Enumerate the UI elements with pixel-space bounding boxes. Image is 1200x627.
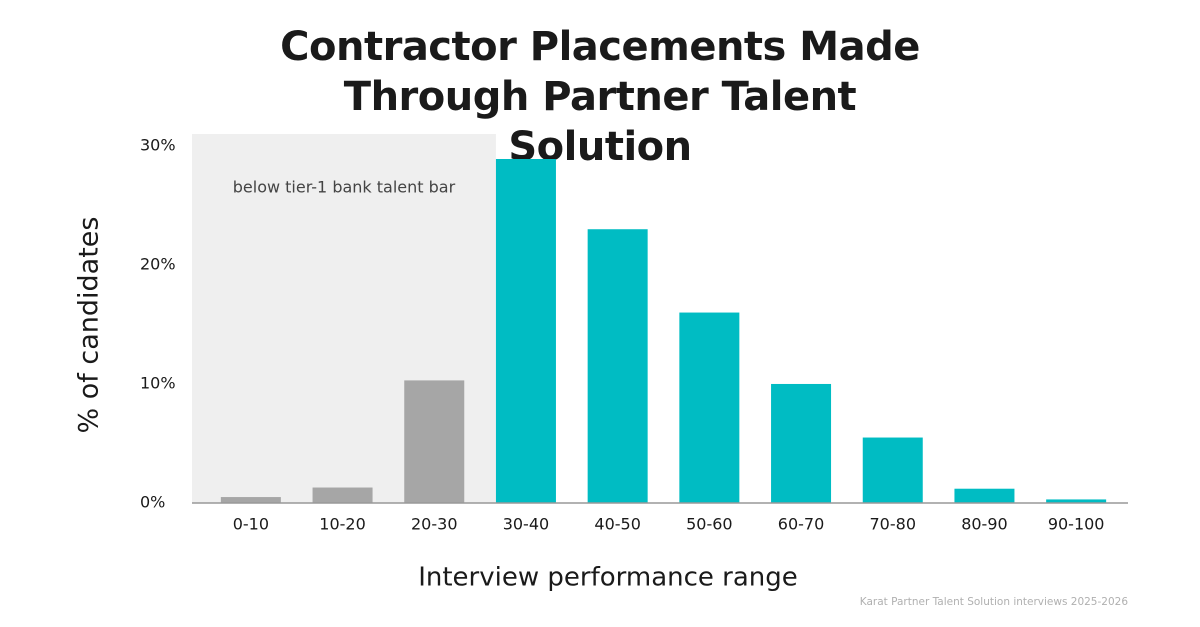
x-tick-label: 60-70 (778, 515, 825, 534)
bar (771, 383, 832, 503)
x-tick-label: 0-10 (233, 515, 269, 534)
bar (1046, 499, 1107, 503)
x-tick-label: 20-30 (411, 515, 458, 534)
x-tick-label: 10-20 (319, 515, 366, 534)
x-tick-label: 50-60 (686, 515, 733, 534)
chart-title: Contractor Placements Made Through Partn… (280, 24, 920, 170)
region-annotation: below tier-1 bank talent bar (233, 178, 456, 197)
x-tick-label: 40-50 (594, 515, 641, 534)
x-tick-label: 30-40 (503, 515, 550, 534)
x-tick-label: 80-90 (961, 515, 1008, 534)
y-tick-label: 10% (140, 373, 176, 392)
y-tick-label: 20% (140, 254, 176, 273)
bar (220, 497, 281, 503)
bar (404, 380, 465, 503)
y-tick-label: 30% (140, 135, 176, 154)
bar (587, 229, 648, 503)
bar (862, 437, 923, 503)
bar (954, 488, 1015, 503)
x-tick-label: 90-100 (1048, 515, 1105, 534)
bar (312, 487, 373, 503)
x-tick-label: 70-80 (870, 515, 917, 534)
source-note: Karat Partner Talent Solution interviews… (860, 596, 1129, 608)
bar (495, 158, 556, 504)
y-axis-label: % of candidates (74, 217, 105, 434)
y-tick-label: 0% (140, 493, 165, 512)
x-axis-label: Interview performance range (418, 563, 798, 593)
bar (679, 312, 740, 503)
